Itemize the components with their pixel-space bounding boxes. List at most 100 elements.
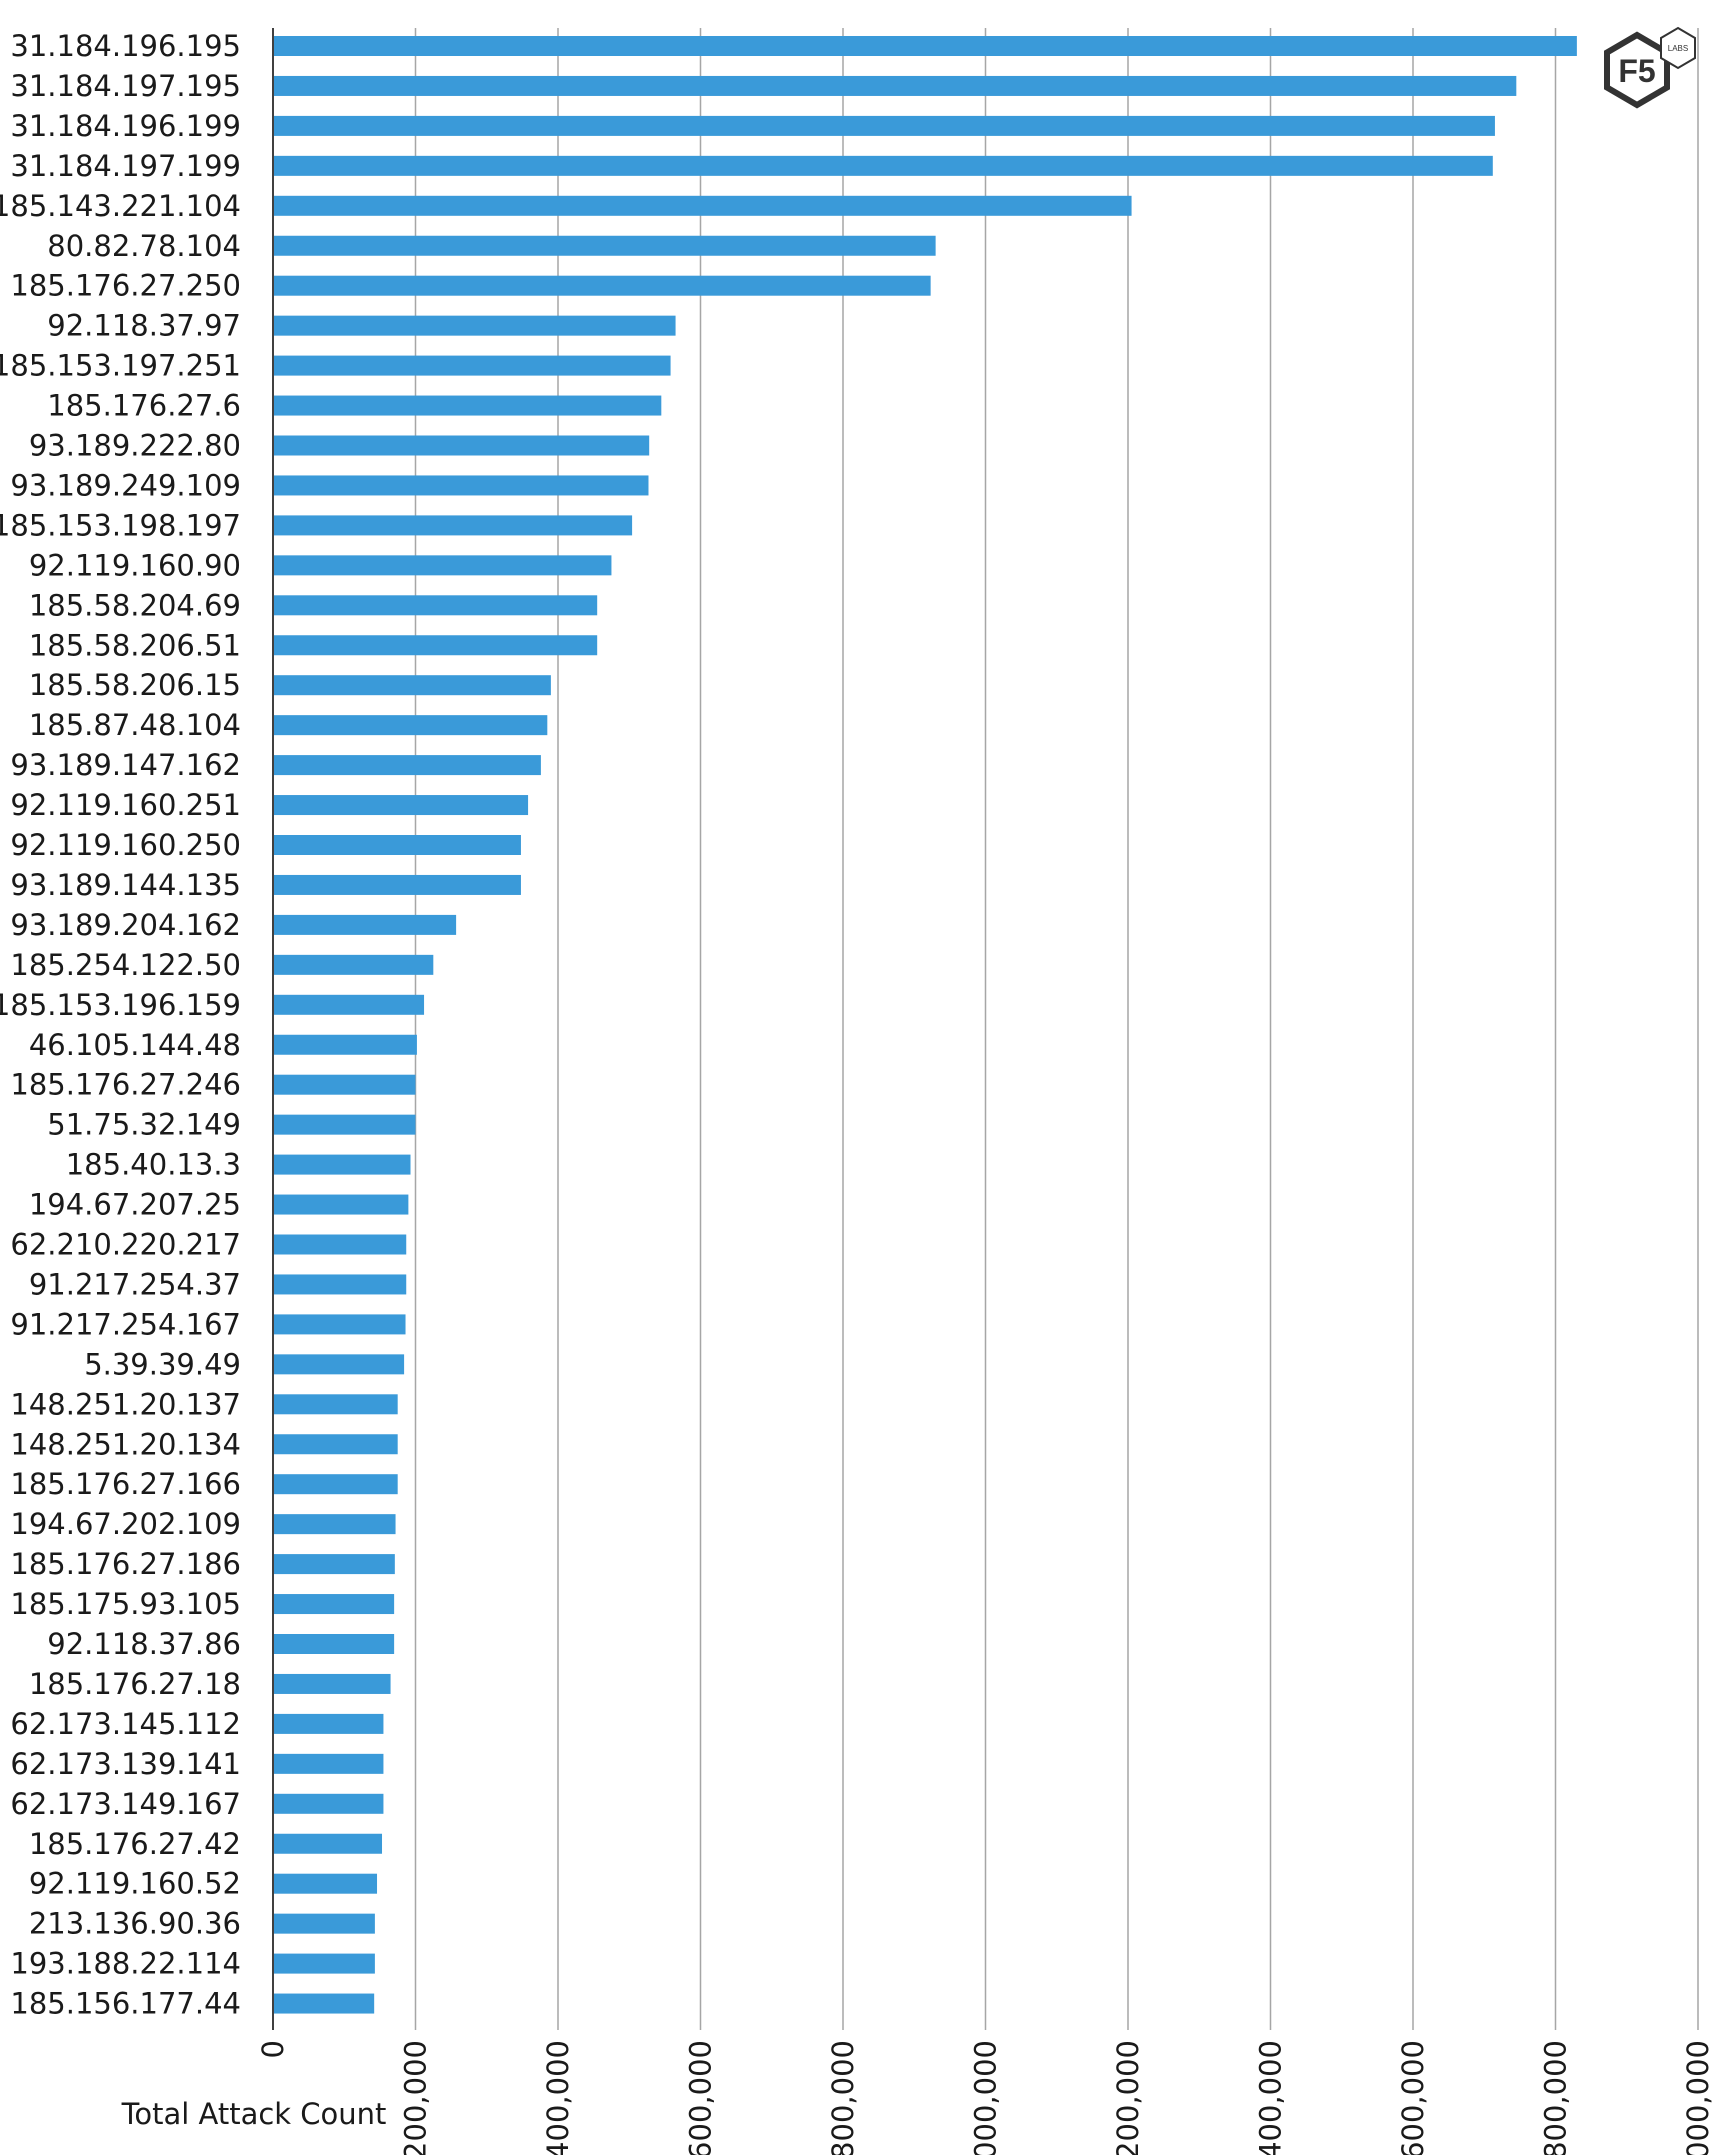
category-label: 185.58.206.15 bbox=[29, 668, 241, 702]
category-label: 91.217.254.167 bbox=[10, 1307, 241, 1341]
category-label: 93.189.144.135 bbox=[10, 868, 241, 902]
category-label: 185.153.196.159 bbox=[0, 988, 241, 1022]
category-label: 185.143.221.104 bbox=[0, 189, 241, 223]
category-label: 185.153.198.197 bbox=[0, 508, 241, 542]
bar bbox=[273, 155, 1493, 176]
bar bbox=[273, 635, 598, 656]
category-label: 62.173.145.112 bbox=[10, 1707, 241, 1741]
category-label: 62.173.139.141 bbox=[10, 1747, 241, 1781]
bar bbox=[273, 1474, 398, 1495]
x-tick-label: 1,200,000 bbox=[1111, 2040, 1145, 2155]
bar bbox=[273, 515, 633, 536]
category-label: 80.82.78.104 bbox=[47, 229, 241, 263]
category-label: 91.217.254.37 bbox=[29, 1267, 241, 1301]
bar bbox=[273, 275, 931, 296]
bar bbox=[273, 1873, 378, 1894]
bar bbox=[273, 1314, 406, 1335]
bar bbox=[273, 1753, 384, 1774]
category-label: 93.189.147.162 bbox=[10, 748, 241, 782]
x-tick-label: 2,000,000 bbox=[1681, 2040, 1715, 2155]
bar bbox=[273, 1713, 384, 1734]
bar bbox=[273, 675, 551, 696]
category-label: 31.184.197.199 bbox=[10, 149, 241, 183]
bar bbox=[273, 874, 521, 895]
category-label: 62.173.149.167 bbox=[10, 1787, 241, 1821]
x-tick-label: 1,800,000 bbox=[1539, 2040, 1573, 2155]
bar bbox=[273, 1274, 407, 1295]
category-label: 92.119.160.250 bbox=[10, 828, 241, 862]
x-tick-label: 1,600,000 bbox=[1396, 2040, 1430, 2155]
category-label: 194.67.202.109 bbox=[10, 1507, 241, 1541]
bar bbox=[273, 1514, 396, 1535]
category-label: 92.118.37.86 bbox=[47, 1627, 241, 1661]
bar bbox=[273, 1634, 395, 1654]
category-label: 92.119.160.90 bbox=[29, 548, 241, 582]
category-label: 194.67.207.25 bbox=[29, 1188, 241, 1222]
bar bbox=[273, 1833, 383, 1854]
category-label: 185.153.197.251 bbox=[0, 349, 241, 383]
category-label: 185.58.206.51 bbox=[29, 628, 241, 662]
x-tick-label: 200,000 bbox=[399, 2040, 433, 2155]
category-labels: 31.184.196.195 31.184.197.195 31.184.196.1… bbox=[0, 29, 241, 2021]
bar bbox=[273, 755, 541, 776]
category-label: 185.176.27.6 bbox=[47, 389, 241, 423]
bars bbox=[273, 36, 1577, 2014]
category-label: 185.176.27.186 bbox=[10, 1547, 241, 1581]
category-label: 31.184.196.195 bbox=[10, 29, 241, 63]
category-label: 5.39.39.49 bbox=[84, 1347, 241, 1381]
category-label: 185.58.204.69 bbox=[29, 588, 241, 622]
bar bbox=[273, 1394, 398, 1415]
category-label: 46.105.144.48 bbox=[29, 1028, 241, 1062]
bar bbox=[273, 1114, 416, 1135]
bar bbox=[273, 1034, 417, 1055]
category-label: 51.75.32.149 bbox=[47, 1108, 241, 1142]
x-tick-label: 800,000 bbox=[826, 2040, 860, 2155]
bar bbox=[273, 435, 650, 456]
category-label: 31.184.196.199 bbox=[10, 109, 241, 143]
x-axis-title: Total Attack Count bbox=[121, 2097, 387, 2131]
bar bbox=[273, 1194, 409, 1215]
bar bbox=[273, 595, 598, 616]
category-label: 185.176.27.42 bbox=[29, 1827, 241, 1861]
bar bbox=[273, 315, 676, 336]
category-label: 185.176.27.166 bbox=[10, 1467, 241, 1501]
bar bbox=[273, 395, 662, 416]
x-tick-label: 1,000,000 bbox=[969, 2040, 1003, 2155]
f5-labs-logo: F5 LABS bbox=[1604, 26, 1696, 109]
category-label: 93.189.222.80 bbox=[29, 429, 241, 463]
x-tick-labels: 0 200,000 400,000 600,000 800,000 1,000,000 1,… bbox=[256, 2040, 1715, 2155]
bar bbox=[273, 1074, 416, 1095]
bar bbox=[273, 75, 1517, 96]
bar bbox=[273, 835, 521, 855]
category-label: 92.119.160.251 bbox=[10, 788, 241, 822]
bar bbox=[273, 1793, 384, 1814]
bar bbox=[273, 1673, 391, 1694]
bar bbox=[273, 715, 548, 736]
x-tick-label: 0 bbox=[256, 2040, 290, 2058]
bar bbox=[273, 1554, 395, 1575]
bar bbox=[273, 994, 425, 1015]
category-label: 185.87.48.104 bbox=[29, 708, 241, 742]
category-label: 185.40.13.3 bbox=[66, 1148, 241, 1182]
category-label: 62.210.220.217 bbox=[10, 1228, 241, 1262]
category-label: 185.254.122.50 bbox=[10, 948, 241, 982]
bar bbox=[273, 115, 1495, 136]
category-label: 185.176.27.246 bbox=[10, 1068, 241, 1102]
bar bbox=[273, 1234, 407, 1255]
category-label: 213.136.90.36 bbox=[29, 1907, 241, 1941]
x-tick-label: 600,000 bbox=[684, 2040, 718, 2155]
logo-text: F5 bbox=[1618, 53, 1655, 89]
category-label: 148.251.20.134 bbox=[10, 1427, 241, 1461]
category-label: 185.175.93.105 bbox=[10, 1587, 241, 1621]
bar bbox=[273, 235, 936, 256]
bar bbox=[273, 1154, 411, 1175]
category-label: 185.176.27.250 bbox=[10, 269, 241, 303]
bar bbox=[273, 795, 529, 816]
category-label: 92.119.160.52 bbox=[29, 1867, 241, 1901]
bar bbox=[273, 1913, 375, 1934]
bar bbox=[273, 1594, 395, 1615]
bar bbox=[273, 1434, 398, 1455]
bar bbox=[273, 1953, 375, 1974]
category-label: 92.118.37.97 bbox=[47, 309, 241, 343]
